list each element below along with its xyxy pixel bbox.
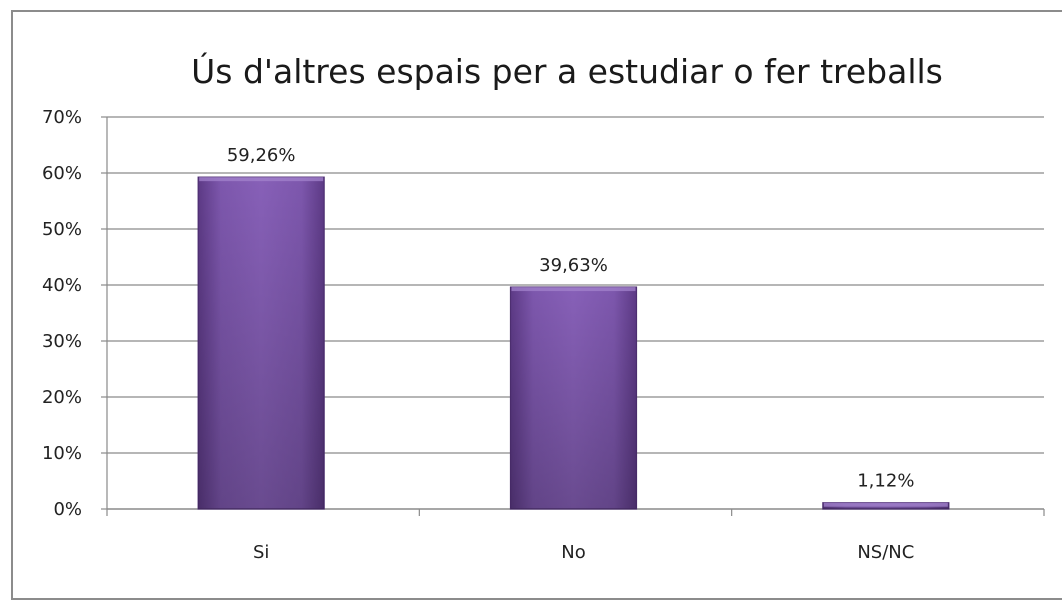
- y-tick-label: 50%: [42, 219, 82, 240]
- chart-title: Ús d'altres espais per a estudiar o fer …: [191, 52, 943, 91]
- chart-plot-area: 0% 10% 20% 30% 40% 50% 60% 70% 59,26% Si 39,63% No 1…: [42, 107, 1045, 563]
- bars: [197, 176, 950, 510]
- bar-top-highlight: [511, 287, 636, 292]
- bar-no: [509, 286, 638, 510]
- x-tick-label: Si: [253, 542, 269, 563]
- data-label: 59,26%: [227, 145, 296, 166]
- x-tick-label: No: [561, 542, 585, 563]
- labels: 0% 10% 20% 30% 40% 50% 60% 70% 59,26% Si 39,63% No 1…: [42, 107, 914, 563]
- y-tick-label: 40%: [42, 275, 82, 296]
- y-tick-label: 10%: [42, 443, 82, 464]
- x-tick-label: NS/NC: [857, 542, 914, 563]
- bar-ns-nc: [822, 502, 950, 510]
- data-label: 1,12%: [857, 471, 914, 492]
- bar-shade: [198, 177, 325, 510]
- bar-top-highlight: [199, 177, 324, 182]
- bar-si: [197, 176, 325, 510]
- y-tick-label: 60%: [42, 163, 82, 184]
- bar-top-highlight: [823, 502, 948, 507]
- y-tick-label: 30%: [42, 331, 82, 352]
- y-tick-label: 0%: [53, 499, 82, 520]
- y-tick-label: 70%: [42, 107, 82, 128]
- bar-shade: [510, 287, 637, 509]
- y-tick-label: 20%: [42, 387, 82, 408]
- data-label: 39,63%: [539, 255, 608, 276]
